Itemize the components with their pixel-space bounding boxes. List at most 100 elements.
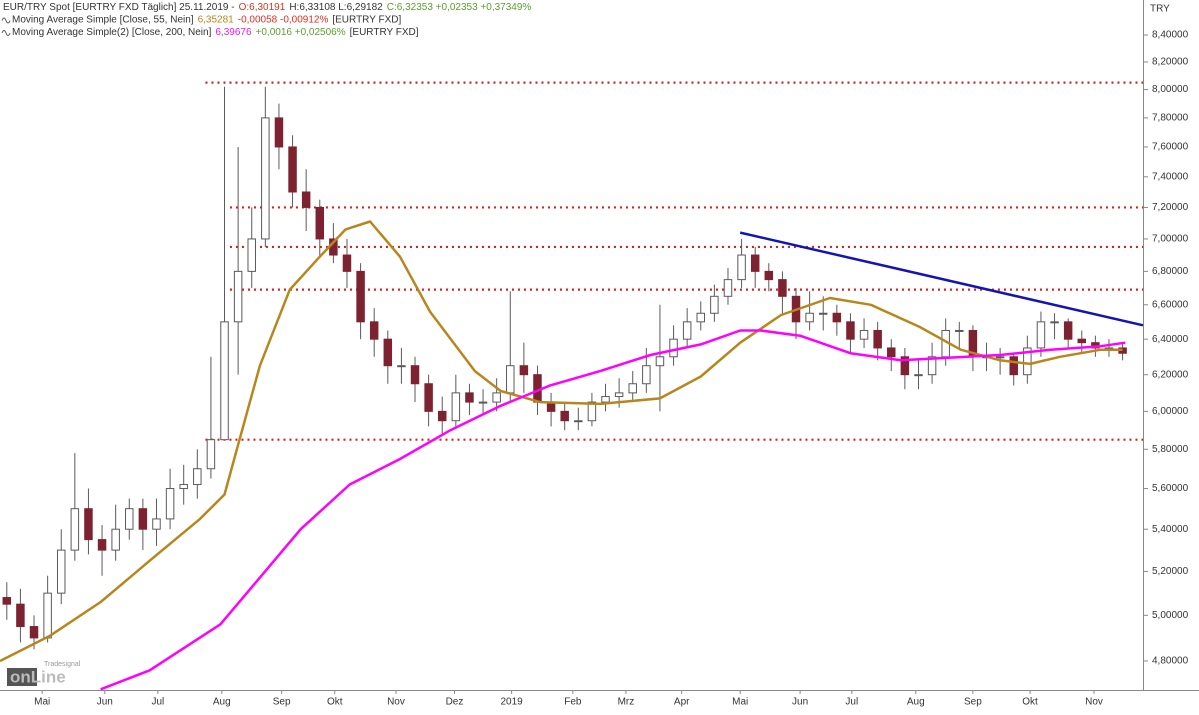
candle-body (315, 206, 325, 240)
x-tick-label: Mai (34, 697, 50, 708)
y-tick-label: 7,60000 (1152, 142, 1189, 153)
legend-text: Moving Average Simple(2) [Close, 200, Ne… (12, 27, 419, 38)
legend-part: C:6,32353 +0,02353 +0,37349% (387, 2, 532, 13)
candle-body (465, 392, 474, 403)
candle-body (1063, 321, 1073, 340)
candle-body (601, 396, 610, 403)
candle-body (506, 365, 515, 394)
candle-body (750, 254, 760, 272)
x-tick-label: Mrz (618, 697, 635, 708)
candle-body (397, 365, 406, 368)
candle-body (1050, 321, 1059, 324)
x-tick-label: Okt (327, 697, 343, 708)
candle-body (832, 312, 842, 323)
candle-body (410, 365, 420, 385)
x-tick-label: Feb (564, 697, 582, 708)
candle-body (560, 410, 569, 422)
trend-line (739, 231, 1144, 327)
logo: Tradesignal onLine (7, 661, 81, 686)
candle-body (424, 383, 433, 412)
y-tick-label: 6,00000 (1152, 406, 1189, 417)
candle-body (642, 365, 651, 385)
candle-body (587, 401, 597, 422)
y-tick-label: 4,80000 (1152, 656, 1189, 667)
x-tick-label: Aug (213, 697, 231, 708)
logo-big: onLine (10, 667, 66, 686)
candle-body (288, 146, 297, 193)
legend-part: 6,35281 (198, 14, 235, 25)
x-tick-label: Okt (1022, 697, 1038, 708)
legend-part: [EURTRY FXD] (332, 14, 401, 25)
candle-body (900, 356, 910, 376)
candle-body (682, 321, 692, 340)
y-tick-label: 7,80000 (1152, 113, 1189, 124)
candle-body (955, 329, 964, 332)
candle-body (220, 321, 229, 441)
candle-body (437, 410, 447, 422)
candle-body (97, 539, 107, 551)
candle-body (887, 347, 896, 358)
candle-body (478, 401, 488, 404)
x-tick-label: Aug (907, 697, 925, 708)
moving-average-line (100, 329, 1126, 691)
x-tick-label: Nov (1085, 697, 1103, 708)
candle-body (914, 374, 923, 377)
candle-body (125, 508, 134, 530)
legend-text: EUR/TRY Spot [EURTRY FXD Täglich] 25.11.… (3, 2, 531, 13)
candle-body (111, 528, 120, 551)
candle-body (179, 484, 188, 490)
y-axis-unit: TRY (1150, 4, 1170, 15)
candle-body (29, 626, 39, 639)
legend-part: [EURTRY FXD] (350, 27, 419, 38)
candle-body (56, 549, 66, 594)
candle-body (696, 312, 706, 323)
candle-body (805, 312, 814, 323)
candle-body (574, 420, 583, 423)
candle-body (451, 392, 461, 422)
candle-body (233, 270, 243, 323)
y-tick-label: 5,20000 (1152, 566, 1189, 577)
legend-part: -0,00058 -0,00912% (238, 14, 329, 25)
y-tick-label: 6,80000 (1152, 266, 1189, 277)
candle-body (737, 254, 746, 281)
candle-body (669, 338, 678, 358)
candle-body (614, 392, 624, 398)
candle-body (1036, 321, 1046, 349)
y-tick-label: 6,20000 (1152, 369, 1189, 380)
x-tick-label: Nov (387, 697, 405, 708)
y-tick-label: 5,40000 (1152, 524, 1189, 535)
legend-part: Moving Average Simple [Close, 55, Nein] (12, 14, 194, 25)
candle-body (846, 321, 855, 340)
legend-part: +0,0016 +0,02506% (256, 27, 346, 38)
candle-body (165, 488, 175, 520)
candle-body (274, 117, 284, 148)
x-tick-label: Jul (845, 697, 858, 708)
candle-body (873, 329, 882, 349)
candle-body (764, 270, 774, 281)
candle-body (710, 295, 719, 314)
x-tick-label: Sep (964, 697, 982, 708)
logo-small: Tradesignal (44, 661, 81, 668)
candle-body (859, 329, 869, 340)
x-tick-label: Jun (97, 697, 113, 708)
candle-body (1023, 347, 1032, 376)
candle-body (369, 321, 379, 340)
legend-part: O:6,30191 (239, 2, 286, 13)
candle-body (206, 439, 216, 470)
y-tick-label: 6,40000 (1152, 334, 1189, 345)
y-tick-label: 8,20000 (1152, 57, 1189, 68)
candle-body (247, 238, 256, 272)
x-tick-label: 2019 (501, 697, 524, 708)
legend-icon (1, 30, 11, 36)
candle-body (16, 603, 25, 628)
y-tick-label: 7,40000 (1152, 171, 1189, 182)
y-tick-label: 7,20000 (1152, 202, 1189, 213)
candle-body (778, 279, 787, 297)
x-tick-label: Jun (792, 697, 808, 708)
candle-body (1009, 356, 1018, 376)
y-tick-label: 7,00000 (1152, 234, 1189, 245)
x-tick-label: Mai (732, 697, 748, 708)
